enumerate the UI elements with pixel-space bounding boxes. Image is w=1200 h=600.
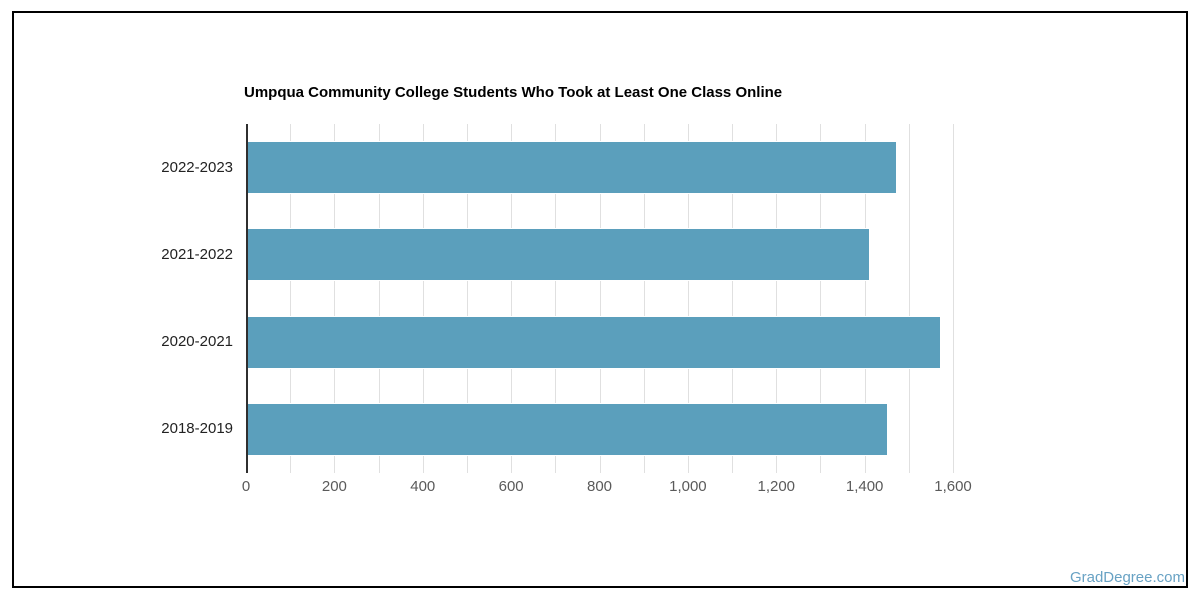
y-axis-category-labels: 2022-2023 2021-2022 2020-2021 2018-2019 xyxy=(0,124,233,473)
category-label-2018-2019: 2018-2019 xyxy=(161,420,233,438)
gridline xyxy=(687,124,689,473)
x-tick-label-1,400: 1,400 xyxy=(845,478,884,495)
x-tick-label-1,600: 1,600 xyxy=(934,478,972,495)
bar-2018-2019 xyxy=(247,402,888,456)
x-tick-label-1,000: 1,000 xyxy=(669,478,707,495)
category-label-2021-2022: 2021-2022 xyxy=(161,245,233,263)
gridline xyxy=(334,124,336,473)
category-label-2020-2021: 2020-2021 xyxy=(161,333,233,351)
x-tick-label-600: 600 xyxy=(498,478,524,495)
x-tick-label-0: 0 xyxy=(241,478,251,495)
gridline xyxy=(290,124,292,473)
gridline xyxy=(820,124,822,473)
x-axis-tick-labels: 0 200 400 600 800 1,000 1,200 1,400 1,600 xyxy=(242,478,985,499)
gridline xyxy=(466,124,468,473)
chart-title: Umpqua Community College Students Who To… xyxy=(244,84,783,101)
bar-2020-2021 xyxy=(247,315,941,369)
gridline xyxy=(908,124,910,473)
plot-area xyxy=(246,124,985,473)
gridline xyxy=(643,124,645,473)
gridline xyxy=(555,124,557,473)
gridline xyxy=(599,124,601,473)
x-tick-label-200: 200 xyxy=(321,478,347,495)
bar-2022-2023 xyxy=(247,141,897,195)
y-axis-line xyxy=(246,124,248,473)
gridline xyxy=(378,124,380,473)
gridline xyxy=(864,124,866,473)
gridline xyxy=(953,124,954,473)
bar-2021-2022 xyxy=(247,228,871,282)
x-tick-label-400: 400 xyxy=(410,478,436,495)
x-tick-label-800: 800 xyxy=(586,478,613,495)
gridline xyxy=(732,124,734,473)
gridline xyxy=(422,124,424,473)
category-label-2022-2023: 2022-2023 xyxy=(161,158,233,176)
watermark-graddegree: GradDegree.com xyxy=(1069,569,1185,586)
x-tick-label-1,200: 1,200 xyxy=(757,478,796,495)
gridline xyxy=(511,124,513,473)
gridline xyxy=(776,124,778,473)
